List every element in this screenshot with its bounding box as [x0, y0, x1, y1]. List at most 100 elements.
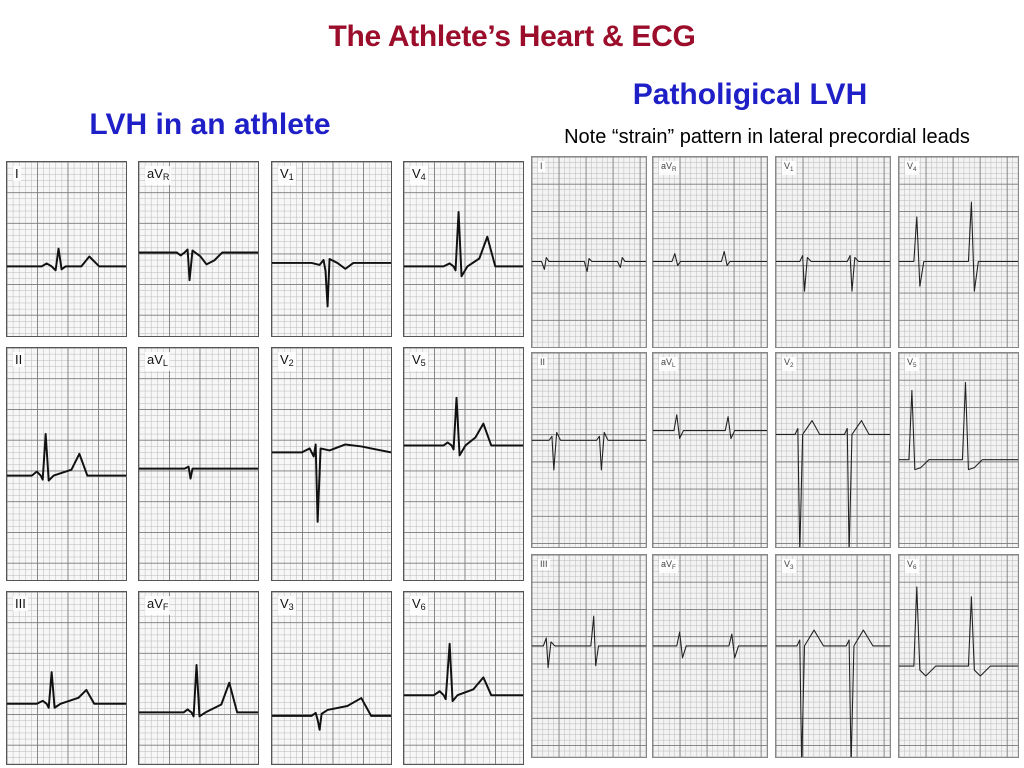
ecg-grid: [7, 592, 126, 764]
ecg-grid: [7, 348, 126, 580]
ecg-grid: [899, 555, 1018, 757]
athlete-lead-avl: aVL: [138, 347, 259, 581]
ecg-trace: [653, 631, 767, 659]
lead-label: V1: [278, 166, 296, 185]
ecg-trace: [776, 255, 890, 292]
athlete-lead-i: I: [6, 161, 127, 337]
lead-label: V3: [782, 559, 796, 573]
pathological-lead-v2: V2: [775, 352, 891, 548]
ecg-grid: [139, 348, 258, 580]
athlete-lead-v3: V3: [271, 591, 392, 765]
pathological-lead-avl: aVL: [652, 352, 768, 548]
pathological-lead-avf: aVF: [652, 554, 768, 758]
ecg-grid: [653, 353, 767, 547]
lead-label: V6: [410, 596, 428, 615]
lead-label: V4: [410, 166, 428, 185]
ecg-grid: [899, 157, 1018, 347]
lead-label: III: [13, 596, 28, 611]
pathological-lead-v1: V1: [775, 156, 891, 348]
lead-label: V4: [905, 161, 919, 175]
ecg-trace: [7, 247, 126, 272]
pathological-lead-iii: III: [531, 554, 647, 758]
ecg-trace: [899, 381, 1018, 471]
athlete-lead-v5: V5: [403, 347, 524, 581]
ecg-grid: [899, 353, 1018, 547]
ecg-trace: [139, 465, 258, 480]
ecg-grid: [532, 353, 646, 547]
ecg-grid: [404, 592, 523, 764]
ecg-grid: [404, 348, 523, 580]
ecg-trace: [899, 201, 1018, 292]
athlete-lead-ii: II: [6, 347, 127, 581]
ecg-trace: [776, 420, 890, 547]
lead-label: aVF: [145, 596, 171, 615]
ecg-grid: [139, 592, 258, 764]
ecg-trace: [404, 211, 523, 278]
lead-label: V6: [905, 559, 919, 573]
ecg-grid: [776, 353, 890, 547]
pathological-heading: Patholigical LVH: [632, 78, 868, 111]
lead-label: V2: [782, 357, 796, 371]
lead-label: aVR: [145, 166, 172, 185]
lead-label: II: [538, 357, 548, 368]
ecg-grid: [776, 157, 890, 347]
ecg-trace: [7, 671, 126, 709]
ecg-grid: [653, 555, 767, 757]
pathological-lead-i: I: [531, 156, 647, 348]
lead-label: V5: [905, 357, 919, 371]
ecg-trace: [532, 615, 646, 669]
strain-note: Note “strain” pattern in lateral precord…: [564, 126, 970, 148]
lead-label: V1: [782, 161, 796, 175]
ecg-grid: [532, 157, 646, 347]
ecg-grid: [404, 162, 523, 336]
lead-label: II: [13, 352, 25, 367]
athlete-lead-v6: V6: [403, 591, 524, 765]
lead-label: aVL: [659, 357, 678, 371]
ecg-trace: [653, 251, 767, 267]
ecg-grid: [139, 162, 258, 336]
pathological-lead-avr: aVR: [652, 156, 768, 348]
ecg-grid: [272, 162, 391, 336]
ecg-trace: [139, 663, 258, 718]
ecg-grid: [776, 555, 890, 757]
ecg-trace: [272, 257, 391, 308]
ecg-trace: [532, 256, 646, 272]
pathological-lead-v6: V6: [898, 554, 1019, 758]
ecg-grid: [272, 348, 391, 580]
lead-label: V2: [278, 352, 296, 371]
ecg-grid: [532, 555, 646, 757]
athlete-lead-avr: aVR: [138, 161, 259, 337]
ecg-grid: [272, 592, 391, 764]
ecg-trace: [653, 414, 767, 440]
lead-label: I: [13, 166, 21, 181]
pathological-lead-ii: II: [531, 352, 647, 548]
lead-label: III: [538, 559, 550, 570]
ecg-grid: [7, 162, 126, 336]
lead-label: aVF: [659, 559, 678, 573]
lead-label: aVL: [145, 352, 170, 371]
pathological-lead-v5: V5: [898, 352, 1019, 548]
ecg-trace: [272, 443, 391, 523]
slide-title: The Athlete’s Heart & ECG: [328, 20, 696, 53]
athlete-lead-v2: V2: [271, 347, 392, 581]
lead-label: V5: [410, 352, 428, 371]
ecg-trace: [776, 629, 890, 757]
ecg-trace: [404, 642, 523, 703]
ecg-trace: [139, 248, 258, 282]
ecg-grid: [653, 157, 767, 347]
athlete-lead-v1: V1: [271, 161, 392, 337]
lead-label: aVR: [659, 161, 679, 175]
athlete-lead-avf: aVF: [138, 591, 259, 765]
ecg-trace: [404, 396, 523, 457]
ecg-trace: [272, 697, 391, 731]
ecg-trace: [532, 431, 646, 471]
pathological-lead-v4: V4: [898, 156, 1019, 348]
lead-label: I: [538, 161, 545, 172]
ecg-trace: [7, 432, 126, 482]
athlete-heading: LVH in an athlete: [89, 108, 331, 141]
athlete-lead-iii: III: [6, 591, 127, 765]
lead-label: V3: [278, 596, 296, 615]
athlete-lead-v4: V4: [403, 161, 524, 337]
ecg-trace: [899, 586, 1018, 677]
pathological-lead-v3: V3: [775, 554, 891, 758]
